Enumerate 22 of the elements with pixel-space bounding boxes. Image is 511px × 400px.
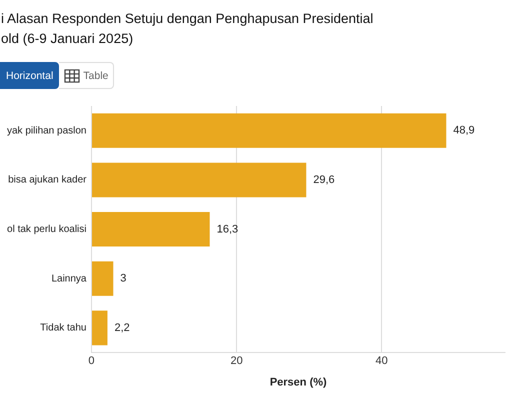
- data-label: 48,9: [453, 124, 475, 137]
- chart-title: i Alasan Responden Setuju dengan Penghapusan Presidential old (6-9 Januari 2025): [1, 10, 374, 48]
- table-view-button: Table: [59, 62, 114, 89]
- x-axis-title: Persen (%): [270, 376, 328, 388]
- bar: [92, 113, 446, 148]
- x-tick-label: 0: [88, 355, 95, 368]
- bar: [92, 261, 114, 296]
- y-tick-label: yak pilihan paslon: [6, 125, 86, 136]
- y-tick-label: ol tak perlu koalisi: [7, 224, 86, 236]
- bar: [92, 162, 306, 198]
- horizontal-view-button: Horizontal: [0, 62, 60, 89]
- bar: [92, 212, 210, 247]
- y-tick-label: Tidak tahu: [40, 322, 86, 334]
- x-tick-label: 40: [376, 355, 388, 368]
- data-label: 29,6: [313, 174, 335, 186]
- data-label: 2,2: [114, 322, 130, 334]
- y-tick-label: Lainnya: [51, 273, 87, 284]
- data-label: 16,3: [216, 223, 238, 236]
- y-tick-label: bisa ajukan kader: [8, 174, 88, 186]
- bar: [92, 310, 108, 346]
- data-label: 3: [120, 272, 126, 285]
- x-tick-label: 20: [230, 355, 243, 368]
